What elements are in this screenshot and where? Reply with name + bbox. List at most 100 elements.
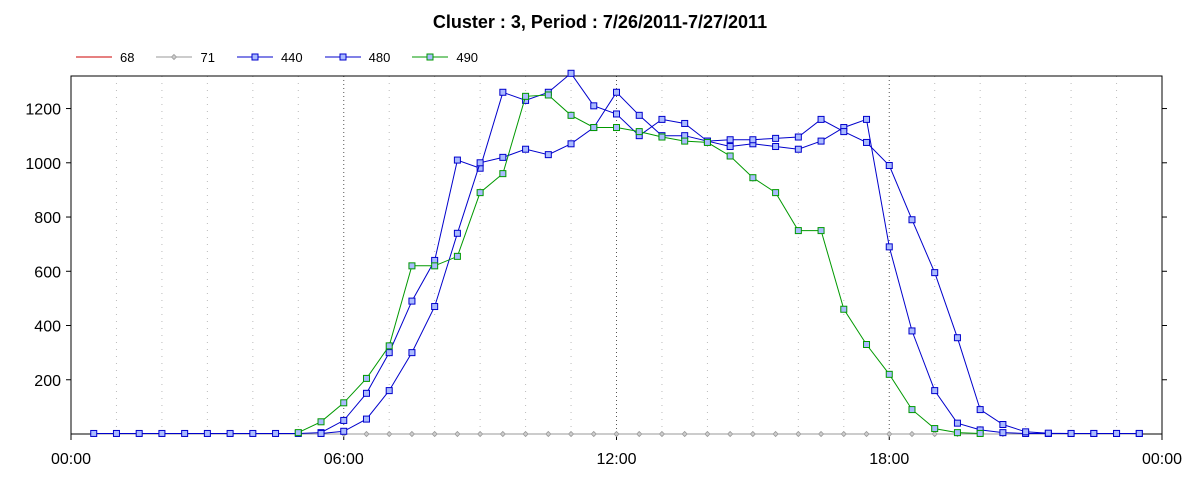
data-point-440 <box>385 349 393 357</box>
data-point-440 <box>931 387 939 395</box>
data-point-480 <box>1044 429 1052 437</box>
data-point-71 <box>772 430 779 438</box>
data-point-71 <box>863 430 870 438</box>
data-point-490 <box>499 170 507 178</box>
data-point-480 <box>1135 429 1143 437</box>
data-point-440 <box>567 69 575 77</box>
data-point-71 <box>886 430 893 438</box>
data-point-480 <box>408 349 416 357</box>
data-point-440 <box>590 102 598 110</box>
data-point-440 <box>817 137 825 145</box>
data-point-490 <box>772 189 780 197</box>
data-point-480 <box>863 138 871 146</box>
data-point-480 <box>931 269 939 277</box>
data-point-440 <box>613 110 620 118</box>
y-tick-label: 800 <box>34 210 61 227</box>
data-point-490 <box>385 342 393 350</box>
data-point-490 <box>408 262 416 270</box>
data-point-440 <box>158 429 166 437</box>
legend-swatch-71 <box>156 53 193 61</box>
data-point-490 <box>431 262 439 270</box>
data-point-480 <box>635 111 643 119</box>
data-point-71 <box>522 430 529 438</box>
y-tick-label: 600 <box>34 264 61 281</box>
data-point-480 <box>317 429 325 437</box>
data-point-490 <box>294 429 302 437</box>
data-point-71 <box>840 430 847 438</box>
data-point-480 <box>794 133 802 141</box>
data-point-440 <box>112 429 120 437</box>
data-point-480 <box>953 334 961 342</box>
data-point-480 <box>567 140 575 148</box>
data-point-71 <box>931 430 938 438</box>
data-point-71 <box>636 430 643 438</box>
data-point-440 <box>362 389 370 397</box>
legend-label: 490 <box>456 49 479 65</box>
legend-item-440: 440 <box>236 49 303 65</box>
legend-label: 71 <box>200 49 215 65</box>
legend-swatch-68 <box>76 56 112 58</box>
data-point-490 <box>635 128 643 136</box>
legend-item-490: 490 <box>412 50 478 65</box>
data-point-71 <box>658 430 666 438</box>
data-point-480 <box>1090 429 1098 437</box>
data-point-490 <box>908 406 916 414</box>
y-tick-label: 200 <box>34 373 61 390</box>
data-point-480 <box>340 427 348 435</box>
data-point-71 <box>386 430 393 438</box>
data-point-490 <box>681 137 689 145</box>
data-point-71 <box>681 430 688 438</box>
data-point-490 <box>567 111 575 119</box>
data-point-71 <box>567 430 575 438</box>
data-point-490 <box>658 133 666 141</box>
data-point-440 <box>499 88 507 96</box>
data-point-490 <box>953 429 961 437</box>
data-point-490 <box>726 152 734 160</box>
data-point-480 <box>1022 428 1030 436</box>
data-point-440 <box>908 327 916 335</box>
data-point-490 <box>863 341 871 348</box>
data-point-490 <box>476 189 484 197</box>
data-point-480 <box>613 88 620 96</box>
legend-swatch-440 <box>236 53 273 61</box>
data-point-480 <box>840 128 848 136</box>
data-point-71 <box>477 430 484 438</box>
data-point-440 <box>249 429 257 437</box>
data-point-480 <box>476 159 484 167</box>
series-line-490 <box>298 94 981 434</box>
data-point-71 <box>749 430 756 438</box>
data-point-440 <box>726 143 734 151</box>
data-point-440 <box>999 429 1007 437</box>
y-tick-label: 400 <box>34 319 61 336</box>
data-point-440 <box>681 119 689 127</box>
data-point-440 <box>181 429 189 437</box>
data-point-71 <box>499 430 506 438</box>
data-point-440 <box>340 416 348 424</box>
data-point-480 <box>544 151 552 159</box>
data-point-480 <box>431 303 439 311</box>
data-point-480 <box>999 421 1007 429</box>
data-point-440 <box>135 429 143 437</box>
data-point-440 <box>953 419 961 427</box>
data-point-71 <box>908 430 916 438</box>
data-point-490 <box>544 91 552 99</box>
data-point-490 <box>522 92 530 100</box>
data-point-71 <box>727 430 734 438</box>
data-point-490 <box>613 124 620 132</box>
legend-swatch-480 <box>324 53 361 61</box>
legend-label: 480 <box>368 49 391 65</box>
data-point-490 <box>885 370 893 378</box>
data-point-440 <box>794 145 802 153</box>
data-point-490 <box>840 305 848 313</box>
data-point-480 <box>453 229 461 237</box>
data-point-480 <box>885 162 893 169</box>
data-point-71 <box>817 430 825 438</box>
data-point-490 <box>931 425 939 433</box>
data-point-440 <box>408 297 416 305</box>
data-point-71 <box>613 430 620 438</box>
data-point-71 <box>431 430 438 438</box>
data-point-480 <box>499 153 507 161</box>
legend-label: 440 <box>280 49 303 65</box>
legend-item-68: 68 <box>76 50 134 65</box>
